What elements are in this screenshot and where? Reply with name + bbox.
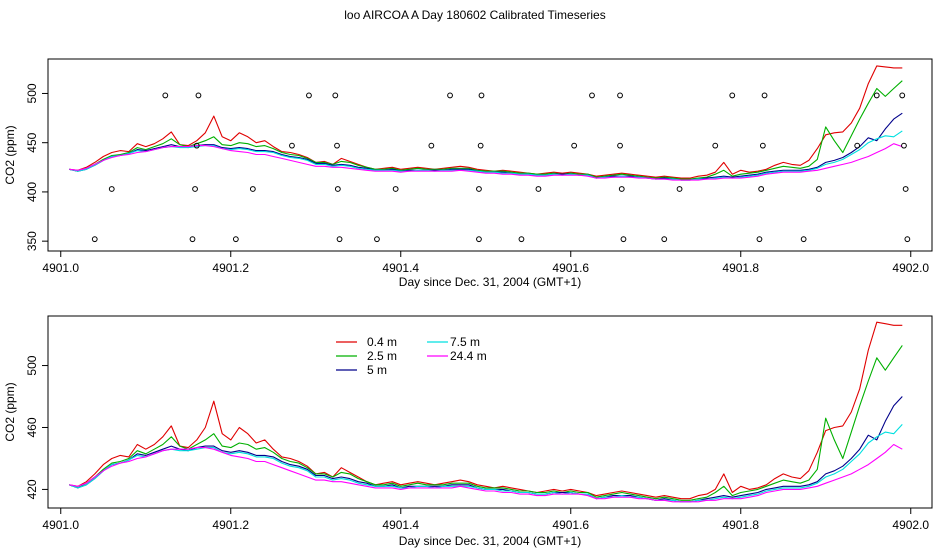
marker-point (334, 142, 340, 149)
marker-point (518, 236, 525, 243)
marker-point (249, 186, 256, 192)
y-axis-label-top: CO2 (ppm) (3, 125, 17, 184)
marker-point (902, 186, 909, 192)
panel-top: 4901.0 4901.2 4901.4 4901.6 4901.8 4902.0 350… (3, 58, 933, 289)
y-tick-label-top: 350 (25, 231, 39, 251)
marker-point (758, 186, 765, 192)
marker-point (759, 142, 766, 149)
plot-frame-top (47, 58, 933, 252)
x-axis-bottom: 4901.0 4901.2 4901.4 4901.6 4901.8 4902.0 (42, 508, 929, 532)
y-tick-label-top: 500 (25, 83, 39, 103)
series-line-24-4m-bottom (69, 443, 903, 503)
marker-point (816, 186, 822, 192)
marker-point (899, 92, 906, 99)
marker-point (189, 236, 196, 243)
series-line-0-4m-top (69, 65, 903, 179)
marker-point (729, 92, 736, 99)
marker-point (535, 186, 542, 192)
marker-point (392, 186, 399, 192)
series-group-bottom (69, 321, 903, 503)
panel-bottom: 4901.0 4901.2 4901.4 4901.6 4901.8 4902.0 420… (3, 315, 933, 548)
marker-point (332, 92, 339, 99)
marker-point (618, 186, 625, 192)
x-tick-label-top: 4901.6 (552, 261, 589, 275)
x-tick-label-bottom: 4901.8 (722, 518, 759, 532)
x-axis-label-bottom: Day since Dec. 31, 2004 (GMT+1) (399, 534, 581, 548)
legend-label-2-5m: 2.5 m (367, 349, 397, 363)
marker-point (571, 142, 578, 149)
series-line-2-5m-bottom (69, 345, 903, 501)
legend-label-24-4m: 24.4 m (450, 349, 487, 363)
legend-label-5m: 5 m (367, 363, 387, 377)
marker-point (478, 92, 485, 99)
legend-label-0-4m: 0.4 m (367, 335, 397, 349)
marker-point (91, 236, 98, 243)
x-tick-label-top: 4901.4 (382, 261, 419, 275)
marker-point (336, 236, 343, 243)
series-group-top (69, 65, 903, 181)
x-tick-label-top: 4901.8 (722, 261, 759, 275)
marker-point (374, 236, 380, 243)
marker-point (193, 142, 200, 149)
y-axis-top: 350 400 450 500 (25, 83, 48, 251)
marker-point (162, 92, 169, 99)
x-tick-label-bottom: 4901.6 (552, 518, 589, 532)
marker-point (476, 236, 482, 243)
marker-point (108, 186, 115, 192)
marker-point (192, 186, 198, 192)
x-tick-label-bottom: 4901.0 (42, 518, 79, 532)
marker-point (712, 142, 719, 149)
x-tick-label-bottom: 4901.2 (212, 518, 249, 532)
series-line-0-4m-bottom (69, 321, 903, 500)
x-tick-label-bottom: 4901.4 (382, 518, 419, 532)
legend: 0.4 m 2.5 m 5 m 7.5 m 24.4 m (336, 335, 487, 377)
y-tick-label-bottom: 460 (25, 417, 39, 437)
marker-point (617, 92, 623, 99)
marker-point (232, 236, 239, 243)
y-tick-label-bottom: 420 (25, 479, 39, 499)
marker-point (661, 236, 668, 243)
x-tick-label-top: 4902.0 (892, 261, 929, 275)
points-group-top (91, 92, 911, 243)
marker-point (447, 92, 453, 99)
y-axis-bottom: 420 460 500 (25, 355, 48, 499)
marker-point (761, 92, 768, 99)
x-axis-label-top: Day since Dec. 31, 2004 (GMT+1) (399, 275, 581, 289)
x-tick-label-bottom: 4902.0 (892, 518, 929, 532)
legend-label-7-5m: 7.5 m (450, 335, 480, 349)
y-tick-label-bottom: 500 (25, 355, 39, 375)
marker-point (195, 92, 202, 99)
marker-point (620, 236, 627, 243)
y-axis-label-bottom: CO2 (ppm) (3, 382, 17, 441)
marker-point (901, 142, 907, 149)
series-line-24-4m-top (69, 143, 903, 181)
marker-point (306, 92, 312, 99)
marker-point (800, 236, 807, 243)
marker-point (589, 92, 595, 99)
marker-point (676, 186, 683, 192)
marker-point (476, 186, 482, 192)
marker-point (854, 142, 861, 149)
marker-point (904, 236, 911, 243)
marker-point (334, 186, 341, 192)
marker-point (617, 142, 623, 149)
y-tick-label-top: 450 (25, 132, 39, 152)
y-tick-label-top: 400 (25, 182, 39, 202)
series-line-2-5m-top (69, 80, 903, 180)
x-tick-label-top: 4901.2 (212, 261, 249, 275)
marker-point (428, 142, 435, 149)
plot-frame-bottom (47, 315, 933, 509)
chart-title: loo AIRCOA A Day 180602 Calibrated Times… (344, 8, 606, 22)
marker-point (873, 92, 880, 99)
x-tick-label-top: 4901.0 (42, 261, 79, 275)
x-axis-top: 4901.0 4901.2 4901.4 4901.6 4901.8 4902.0 (42, 251, 929, 275)
marker-point (756, 236, 763, 243)
marker-point (289, 142, 295, 149)
marker-point (477, 142, 484, 149)
